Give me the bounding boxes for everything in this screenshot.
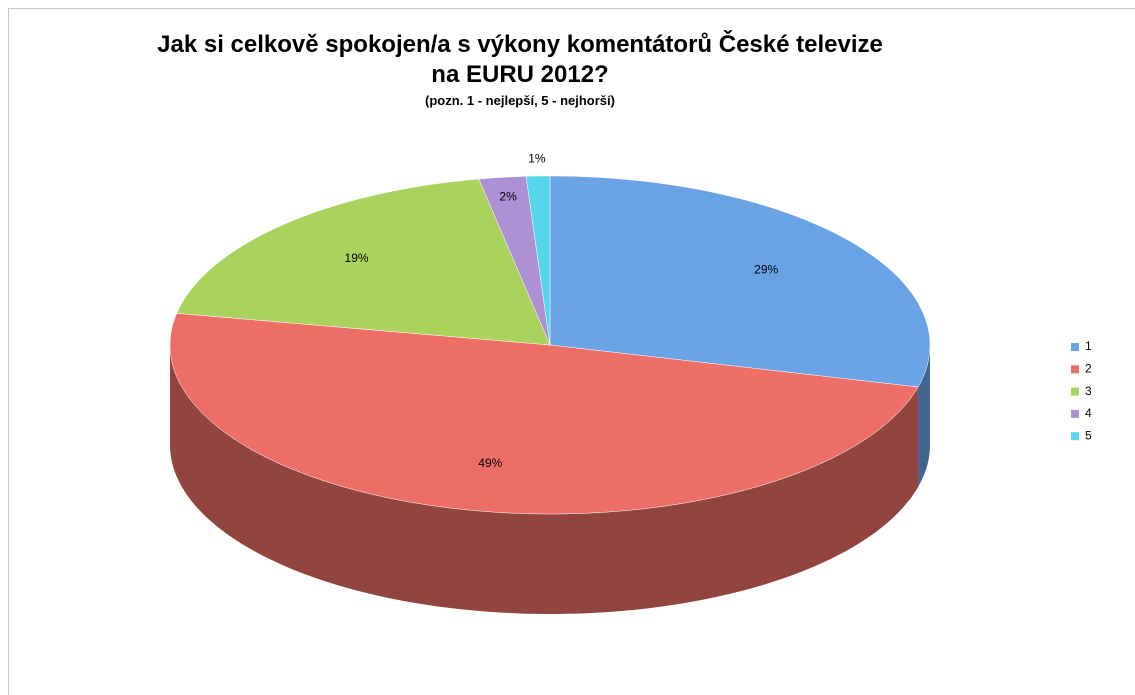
legend-label: 5 [1085, 428, 1092, 442]
legend-label: 4 [1085, 406, 1092, 420]
legend-swatch [1071, 343, 1079, 351]
slice [176, 178, 551, 346]
slice-side [918, 345, 930, 487]
legend-swatch [1071, 432, 1079, 441]
data-label: 49% [478, 456, 502, 470]
slice [169, 313, 919, 515]
frame [8, 8, 1135, 695]
data-label: 19% [345, 251, 369, 265]
slice-side [170, 345, 919, 614]
legend-label: 2 [1085, 361, 1092, 375]
legend-swatch [1071, 365, 1079, 374]
data-label: 2% [499, 190, 517, 204]
legend-label: 1 [1085, 339, 1092, 353]
legend-label: 3 [1085, 384, 1092, 398]
legend-swatch [1071, 387, 1079, 396]
slice [525, 175, 551, 346]
legend-swatch [1071, 409, 1079, 418]
data-label: 29% [754, 263, 778, 277]
chart-title: Jak si celkově spokojen/a s výkony komen… [157, 31, 883, 88]
slice [549, 175, 931, 388]
data-label: 1% [528, 151, 546, 165]
slice [478, 176, 551, 346]
chart-subtitle: (pozn. 1 - nejlepší, 5 - nejhorší) [425, 93, 615, 108]
